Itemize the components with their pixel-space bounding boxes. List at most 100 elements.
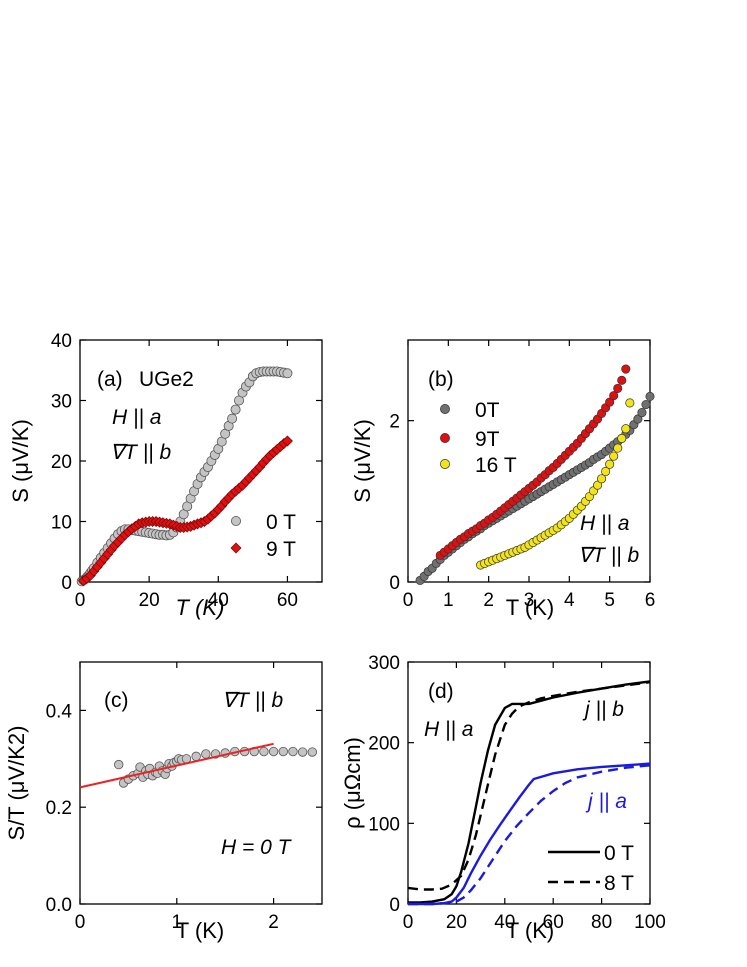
panel-d-curve-j-a-8-t — [408, 764, 651, 906]
panel-b-legend-label-9T: 9T — [475, 428, 500, 451]
panel-a-xtick-label: 20 — [139, 590, 160, 611]
panel-a-legend-marker-9T — [230, 542, 242, 554]
panel-a-ylabel: S (μV/K) — [8, 419, 33, 503]
panel-b-annotation-field: H || a — [580, 512, 629, 535]
panel-b-point-16T — [593, 480, 603, 490]
panel-c-point — [297, 747, 308, 757]
panel-a-xlabel: T (K) — [176, 595, 225, 620]
panel-b: 0 1 2 3 4 5 6 0 2 T (K) S (μV/K) (b) H || a ∇T |… — [350, 339, 656, 620]
panel-a-xtick-label: 40 — [208, 590, 229, 611]
panel-b-annotation-gradient: ∇T || b — [578, 544, 639, 567]
panel-c-annotation-field: H = 0 T — [221, 836, 293, 859]
panel-a-xtick-label: 0 — [75, 590, 86, 611]
panel-b-legend-marker-16T — [440, 459, 450, 469]
panel-b-legend-label-16T: 16 T — [475, 454, 517, 477]
panel-b-point-16T — [613, 443, 623, 453]
panel-b-point-0T — [633, 414, 643, 424]
panel-a-ytick-label: 40 — [51, 331, 72, 352]
panel-b-point-9T — [605, 397, 615, 407]
panel-d-annotation-field: H || a — [424, 718, 473, 741]
panel-d-xlabel: T (K) — [506, 918, 554, 943]
panel-a-point-0T — [227, 413, 238, 424]
panel-b-xtick-label: 0 — [403, 590, 414, 611]
panel-d-annotation-ja: j || a — [585, 790, 627, 813]
panel-d-xtick-label: 80 — [591, 912, 612, 933]
panel-d-xtick-label: 40 — [494, 912, 515, 933]
panel-a-legend-label-9T: 9 T — [266, 538, 296, 561]
panel-b-point-0T — [645, 391, 655, 402]
panel-d-curve-j-b-0-t — [408, 680, 651, 904]
panel-d-annotation-jb: j || b — [582, 698, 624, 721]
panel-c-ytick-label: 0.0 — [46, 895, 72, 916]
panel-b-ytick-label: 0 — [389, 573, 400, 594]
panel-a-legend-label-0T: 0 T — [266, 511, 296, 534]
panel-d: 0 20 40 60 80 100 0 100 200 300 T (K) ρ (μΩcm) (d… — [340, 653, 666, 943]
panel-b-point-16T — [617, 433, 627, 443]
panel-c-xtick-label: 0 — [75, 912, 86, 933]
panel-b-xtick-label: 1 — [443, 590, 454, 611]
panel-c-point — [268, 746, 279, 757]
panel-a-annotation-field: H || a — [112, 406, 161, 429]
panel-a-point-0T — [230, 404, 241, 415]
panel-b-point-9T — [617, 375, 627, 385]
panel-a-point-9T — [281, 435, 293, 447]
panel-c: 0 1 2 0.0 0.2 0.4 T (K) S/T (μV/K2) (c) ∇T ||… — [4, 661, 323, 943]
panel-c-annotation-gradient: ∇T || b — [222, 689, 283, 712]
panel-c-letter: (c) — [104, 689, 129, 712]
panel-d-ytick-label: 100 — [368, 814, 400, 835]
panel-c-ytick-label: 0.2 — [46, 798, 72, 819]
panel-b-letter: (b) — [428, 368, 454, 391]
panel-b-point-9T — [609, 391, 619, 401]
panel-b-point-16T — [601, 466, 611, 477]
panel-b-ylabel: S (μV/K) — [350, 419, 375, 503]
panel-d-ytick-label: 200 — [368, 734, 400, 755]
panel-d-letter: (d) — [428, 680, 454, 703]
panel-a-ytick-label: 0 — [61, 573, 72, 594]
panel-c-point — [288, 746, 298, 757]
panel-a-ytick-label: 30 — [51, 392, 72, 413]
panel-b-point-16T — [605, 459, 615, 469]
panel-d-curve-j-b-8-t — [407, 681, 651, 891]
panel-c-point — [114, 759, 124, 770]
panel-c-ytick-label: 0.4 — [46, 701, 73, 722]
panel-c-point — [191, 751, 201, 762]
panel-a-ytick-label: 10 — [51, 513, 72, 534]
panel-c-xlabel: T (K) — [176, 918, 224, 943]
panel-c-frame — [79, 661, 323, 905]
panel-d-xtick-label: 20 — [446, 912, 467, 933]
panel-b-point-16T — [625, 398, 635, 408]
panel-b-xtick-label: 5 — [604, 590, 615, 611]
panel-c-point — [259, 746, 269, 757]
panel-b-point-16T — [597, 474, 607, 484]
panel-b-point-0T — [637, 408, 647, 418]
panel-b-point-0T — [641, 399, 651, 410]
panel-d-ylabel: ρ (μΩcm) — [340, 737, 365, 829]
panel-d-ytick-label: 0 — [389, 895, 400, 916]
panel-c-xtick-label: 1 — [172, 912, 183, 933]
panel-a: 0 20 40 60 0 10 20 30 40 T (K) S (μV/K) (a) UGe2… — [8, 331, 323, 620]
panel-d-legend-label-8T: 8 T — [604, 872, 634, 895]
panel-c-xtick-label: 2 — [268, 912, 279, 933]
panel-a-xtick-label: 60 — [277, 590, 298, 611]
panel-a-letter: (a) — [97, 368, 123, 391]
panel-a-annotation-gradient: ∇T || b — [110, 441, 171, 464]
panel-c-point — [307, 747, 318, 757]
panel-b-xtick-label: 3 — [524, 590, 535, 611]
panel-d-xtick-label: 0 — [403, 912, 414, 933]
panel-d-legend-label-0T: 0 T — [604, 842, 634, 865]
panel-d-frame — [407, 661, 651, 905]
panel-b-legend-marker-9T — [440, 433, 450, 443]
panel-b-legend-label-0T: 0T — [475, 399, 500, 422]
panel-b-point-9T — [621, 364, 631, 374]
panel-c-ylabel: S/T (μV/K2) — [4, 726, 29, 841]
panel-c-point — [201, 749, 211, 759]
panel-b-xtick-label: 6 — [645, 590, 656, 611]
panel-b-xtick-label: 2 — [483, 590, 494, 611]
panel-b-point-9T — [613, 383, 623, 393]
panel-d-xtick-label: 60 — [543, 912, 564, 933]
panel-b-xlabel: T (K) — [506, 595, 554, 620]
panel-b-xtick-label: 4 — [564, 590, 575, 611]
panel-c-point — [278, 746, 288, 757]
panel-d-ytick-label: 300 — [368, 653, 400, 674]
